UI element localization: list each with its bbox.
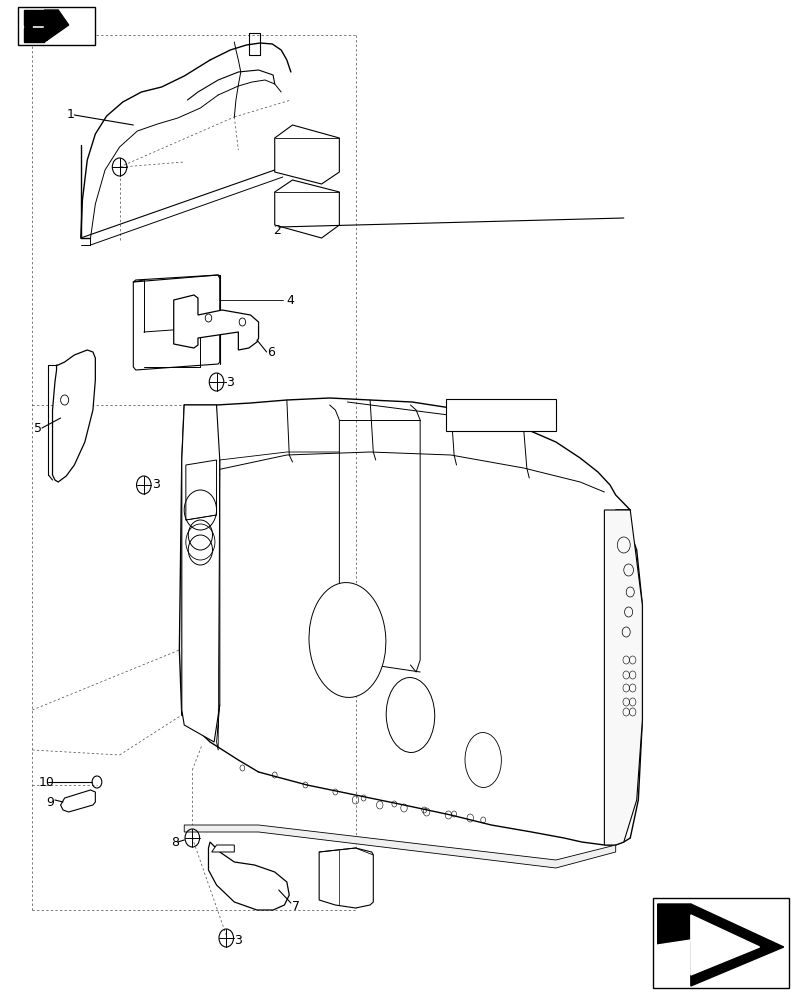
FancyBboxPatch shape: [18, 7, 95, 45]
Ellipse shape: [386, 678, 435, 752]
Text: 2: 2: [273, 224, 281, 236]
FancyBboxPatch shape: [653, 898, 789, 988]
Polygon shape: [182, 405, 220, 742]
Ellipse shape: [309, 583, 386, 697]
Ellipse shape: [465, 733, 502, 787]
Polygon shape: [658, 940, 691, 985]
Text: 10: 10: [39, 776, 55, 788]
Polygon shape: [691, 904, 784, 986]
Polygon shape: [186, 460, 217, 520]
Polygon shape: [44, 10, 69, 42]
Polygon shape: [319, 848, 373, 908]
Text: 3: 3: [152, 478, 160, 490]
Polygon shape: [184, 825, 616, 868]
Polygon shape: [208, 842, 289, 910]
Text: 5: 5: [34, 422, 42, 434]
Polygon shape: [691, 915, 760, 975]
Text: 1: 1: [66, 108, 74, 121]
Polygon shape: [275, 125, 339, 184]
Text: 4: 4: [287, 294, 295, 306]
Polygon shape: [61, 790, 95, 812]
Text: 8: 8: [171, 836, 179, 848]
Polygon shape: [604, 510, 642, 845]
Polygon shape: [24, 10, 44, 25]
FancyBboxPatch shape: [446, 399, 556, 431]
Text: 39.101.AC: 39.101.AC: [470, 408, 532, 422]
Polygon shape: [53, 350, 95, 482]
Text: 3: 3: [234, 934, 242, 946]
Polygon shape: [24, 12, 47, 40]
Polygon shape: [133, 275, 220, 370]
Polygon shape: [212, 845, 234, 852]
Text: 9: 9: [46, 796, 54, 808]
Polygon shape: [658, 904, 691, 945]
Text: 6: 6: [267, 346, 275, 359]
Polygon shape: [174, 295, 259, 350]
Polygon shape: [24, 28, 44, 42]
Text: 7: 7: [292, 900, 301, 912]
Text: 3: 3: [226, 376, 234, 389]
Polygon shape: [275, 180, 339, 238]
